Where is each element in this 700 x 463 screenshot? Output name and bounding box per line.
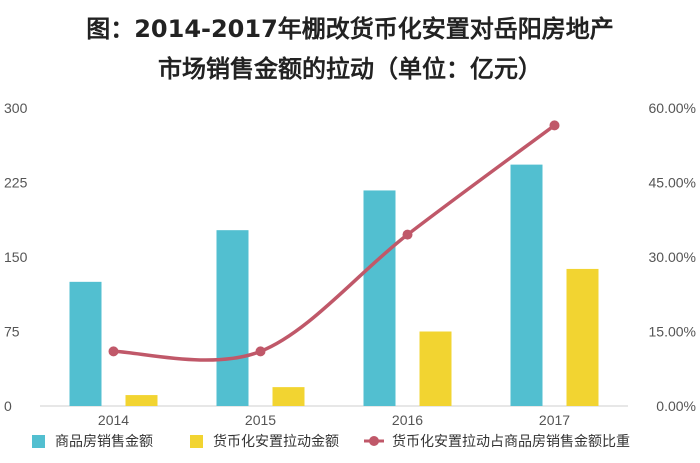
bar-series-2-2017 — [566, 268, 599, 406]
legend-label-2: 货币化安置拉动金额 — [213, 433, 339, 450]
x-tick-label: 2016 — [392, 412, 423, 428]
chart-title-line-2: 市场销售金额的拉动（单位：亿元） — [158, 55, 542, 83]
bar-series-1-2014 — [69, 281, 102, 406]
ratio-line — [111, 123, 557, 362]
ratio-point-2015 — [255, 346, 266, 357]
chart-title-line-1: 图：2014-2017年棚改货币化安置对岳阳房地产 — [86, 15, 614, 43]
legend-label-3: 货币化安置拉动占商品房销售金额比重 — [392, 433, 630, 450]
legend-swatch-1 — [32, 435, 45, 448]
left-tick-label: 300 — [4, 100, 28, 116]
bar-series-1-2017 — [510, 164, 543, 406]
x-tick-label: 2014 — [98, 412, 129, 428]
legend-swatch-2 — [190, 435, 203, 448]
legend-marker — [369, 436, 379, 446]
x-tick-label: 2017 — [539, 412, 570, 428]
bar-series-2-2015 — [272, 387, 305, 406]
right-axis-ticks: 0.00% 15.00% 30.00% 45.00% 60.00% — [649, 100, 696, 414]
left-tick-label: 225 — [4, 175, 28, 191]
bars-group — [69, 164, 599, 406]
right-tick-label: 0.00% — [656, 398, 696, 414]
bar-series-2-2014 — [125, 395, 158, 406]
left-tick-label: 75 — [4, 324, 20, 340]
right-tick-label: 15.00% — [649, 324, 696, 340]
ratio-point-2016 — [402, 229, 413, 240]
right-tick-label: 45.00% — [649, 175, 696, 191]
bar-series-1-2016 — [363, 190, 396, 406]
legend: 商品房销售金额 货币化安置拉动金额 货币化安置拉动占商品房销售金额比重 — [32, 433, 630, 450]
x-tick-label: 2015 — [245, 412, 276, 428]
right-tick-label: 30.00% — [649, 249, 696, 265]
left-tick-label: 0 — [4, 398, 12, 414]
x-axis-ticks: 2014 2015 2016 2017 — [98, 412, 570, 428]
left-axis-ticks: 0 75 150 225 300 — [4, 100, 28, 414]
ratio-point-2014 — [108, 346, 119, 357]
left-tick-label: 150 — [4, 249, 28, 265]
right-tick-label: 60.00% — [649, 100, 696, 116]
legend-label-1: 商品房销售金额 — [55, 434, 153, 450]
bar-series-2-2016 — [419, 331, 452, 406]
line-series-group — [108, 120, 560, 362]
bar-series-1-2015 — [216, 230, 249, 406]
ratio-point-2017 — [549, 120, 560, 131]
